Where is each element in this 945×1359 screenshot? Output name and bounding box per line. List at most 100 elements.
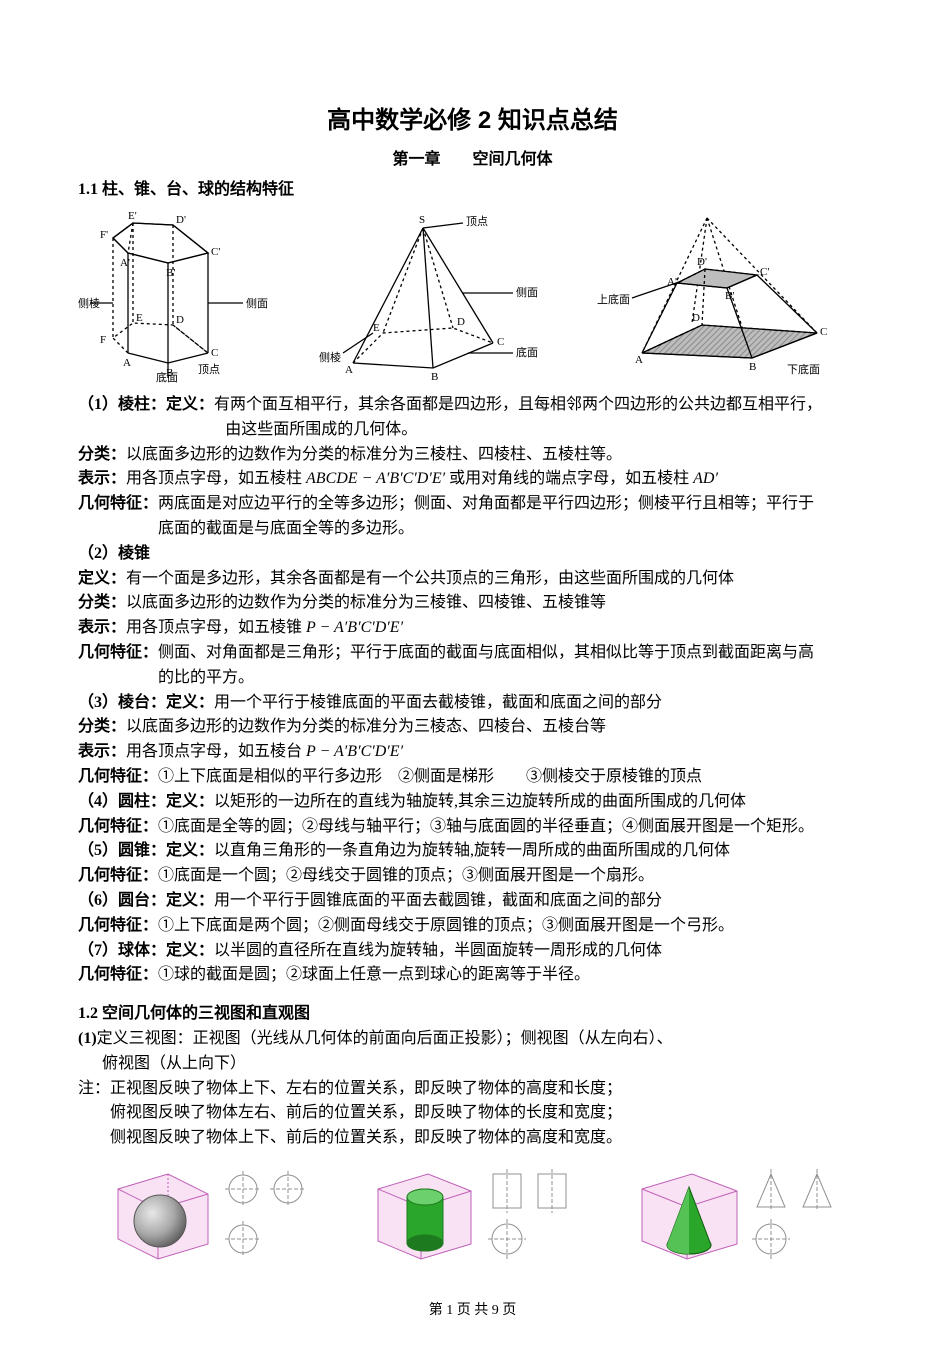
- v-E: E: [136, 312, 143, 324]
- section-1-1: 1.1 柱、锥、台、球的结构特征: [78, 175, 867, 199]
- p21b: ①球的截面是圆；②球面上任意一点到球心的距离等于半径。: [158, 966, 590, 983]
- p10b: 用一个平行于棱锥底面的平面去截棱锥，截面和底面之间的部分: [214, 694, 662, 711]
- p6b: 有一个面是多边形，其余各面都是有一个公共顶点的三角形，由这些面所围成的几何体: [126, 570, 734, 587]
- figure-sphere-views: [78, 1159, 328, 1269]
- p11a: 分类：: [78, 718, 126, 735]
- figure-row-1: A B C D E F A' B' C' D' E' F' 侧面 侧棱 底面 顶…: [78, 203, 867, 383]
- v-E2: E: [373, 322, 380, 334]
- p12a: 表示：: [78, 743, 126, 760]
- p22a: (1): [78, 1030, 97, 1047]
- v-S: S: [419, 214, 425, 226]
- chapter-title: 第一章 空间几何体: [78, 145, 867, 169]
- p17a: 几何特征：: [78, 867, 158, 884]
- lbl-top3: 上底面: [597, 292, 630, 306]
- p22c: 俯视图（从上向下）: [102, 1055, 246, 1072]
- p3e: AD′: [693, 470, 718, 487]
- lbl-apex: 顶点: [466, 215, 488, 228]
- p18a: （6）圆台：定义：: [78, 892, 214, 909]
- v3-D1: D': [697, 256, 707, 268]
- lbl-bottom: 底面: [156, 370, 178, 383]
- p2b: 以底面多边形的边数作为分类的标准分为三棱柱、四棱柱、五棱柱等。: [126, 446, 622, 463]
- v3-B1: B': [725, 290, 734, 302]
- section-1-2: 1.2 空间几何体的三视图和直观图: [78, 1002, 867, 1027]
- v-B2: B: [431, 371, 438, 383]
- p13b: ①上下底面是相似的平行多边形 ②侧面是梯形 ③侧棱交于原棱锥的顶点: [158, 768, 702, 785]
- p23c: 侧视图反映了物体上下、前后的位置关系，即反映了物体的高度和宽度。: [110, 1129, 622, 1146]
- p12c: P − A′B′C′D′E′: [306, 743, 403, 760]
- p13a: 几何特征：: [78, 768, 158, 785]
- p23b: 俯视图反映了物体左右、前后的位置关系，即反映了物体的长度和宽度；: [110, 1104, 622, 1121]
- lbl-bottom3: 下底面: [787, 362, 820, 376]
- p3d: 或用对角线的端点字母，如五棱柱: [445, 470, 693, 487]
- p9b: 侧面、对角面都是三角形；平行于底面的截面与底面相似，其相似比等于顶点到截面距离与…: [158, 644, 814, 661]
- v-B1: B': [166, 267, 175, 279]
- p17b: ①底面是一个圆；②母线交于圆锥的顶点；③侧面展开图是一个扇形。: [158, 867, 654, 884]
- v3-B: B: [749, 361, 756, 373]
- p22b: 定义三视图：正视图（光线从几何体的前面向后面正投影）；侧视图（从左向右）、: [97, 1030, 673, 1047]
- v3-D: D: [692, 312, 700, 324]
- lbl-side-edge: 侧棱: [78, 297, 100, 310]
- v-C2: C: [497, 336, 504, 348]
- figure-cone-views: [607, 1159, 867, 1269]
- v-F1: F': [100, 229, 108, 241]
- p7b: 以底面多边形的边数作为分类的标准分为三棱锥、四棱锥、五棱锥等: [126, 594, 606, 611]
- p9a: 几何特征：: [78, 644, 158, 661]
- p4a: 几何特征：: [78, 495, 158, 512]
- p19a: 几何特征：: [78, 917, 158, 934]
- lbl-vertex: 顶点: [198, 363, 220, 376]
- v-E1: E': [128, 210, 137, 222]
- p3a: 表示：: [78, 470, 126, 487]
- v3-A: A: [635, 354, 643, 366]
- p1-head: （1）棱柱：定义：: [78, 396, 214, 413]
- v-D: D: [176, 314, 184, 326]
- page: 高中数学必修 2 知识点总结 第一章 空间几何体 1.1 柱、锥、台、球的结构特…: [0, 0, 945, 1359]
- p2a: 分类：: [78, 446, 126, 463]
- figure-row-2: [78, 1159, 867, 1269]
- p16b: 以直角三角形的一条直角边为旋转轴,旋转一周所成的曲面所围成的几何体: [214, 842, 730, 859]
- p6a: 定义：: [78, 570, 126, 587]
- p12b: 用各顶点字母，如五棱台: [126, 743, 306, 760]
- p8a: 表示：: [78, 619, 126, 636]
- p10a: （3）棱台：定义：: [78, 694, 214, 711]
- p7a: 分类：: [78, 594, 126, 611]
- p1b: 有两个面互相平行，其余各面都是四边形，且每相邻两个四边形的公共边都互相平行，: [214, 396, 822, 413]
- p3c: ABCDE − A′B′C′D′E′: [306, 470, 445, 487]
- p14a: （4）圆柱：定义：: [78, 793, 214, 810]
- p8c: P − A′B′C′D′E′: [306, 619, 403, 636]
- lbl-side-face: 侧面: [246, 297, 268, 310]
- page-footer: 第 1 页 共 9 页: [78, 1299, 867, 1319]
- v-A: A: [123, 357, 131, 369]
- p14b: 以矩形的一边所在的直线为轴旋转,其余三边旋转所成的曲面所围成的几何体: [214, 793, 746, 810]
- p3b: 用各顶点字母，如五棱柱: [126, 470, 306, 487]
- figure-cylinder-views: [343, 1159, 593, 1269]
- p5: （2）棱锥: [78, 545, 150, 562]
- v-D1: D': [176, 214, 186, 226]
- v3-C: C: [820, 326, 827, 338]
- doc-title: 高中数学必修 2 知识点总结: [78, 100, 867, 135]
- p9c: 的比的平方。: [158, 669, 254, 686]
- v-A2: A: [345, 364, 353, 376]
- figure-frustum: A B C D A' B' C' D' 上底面 下底面: [587, 203, 867, 383]
- p19b: ①上下底面是两个圆；②侧面母线交于原圆锥的顶点；③侧面展开图是一个弓形。: [158, 917, 734, 934]
- lbl-side2: 侧面: [516, 286, 538, 299]
- v-F: F: [100, 334, 106, 346]
- p18b: 用一个平行于圆锥底面的平面去截圆锥，截面和底面之间的部分: [214, 892, 662, 909]
- p20a: （7）球体：定义：: [78, 942, 214, 959]
- lbl-edge2: 侧棱: [319, 351, 341, 364]
- p1c: 由这些面所围成的几何体。: [225, 421, 417, 438]
- v3-A1: A': [667, 276, 677, 288]
- p21a: 几何特征：: [78, 966, 158, 983]
- v-D2: D: [457, 316, 465, 328]
- p8b: 用各顶点字母，如五棱锥: [126, 619, 306, 636]
- lbl-bottom2: 底面: [516, 345, 538, 359]
- p16a: （5）圆锥：定义：: [78, 842, 214, 859]
- v-C1: C': [211, 246, 220, 258]
- v-A1: A': [120, 257, 130, 269]
- p15a: 几何特征：: [78, 818, 158, 835]
- p4c: 底面的截面是与底面全等的多边形。: [158, 520, 414, 537]
- v3-C1: C': [760, 266, 769, 278]
- v-C: C: [211, 347, 218, 359]
- p23a: 注：正视图反映了物体上下、左右的位置关系，即反映了物体的高度和长度；: [78, 1080, 622, 1097]
- body-text: （1）棱柱：定义：有两个面互相平行，其余各面都是四边形，且每相邻两个四边形的公共…: [78, 393, 867, 1151]
- p15b: ①底面是全等的圆；②母线与轴平行；③轴与底面圆的半径垂直；④侧面展开图是一个矩形…: [158, 818, 814, 835]
